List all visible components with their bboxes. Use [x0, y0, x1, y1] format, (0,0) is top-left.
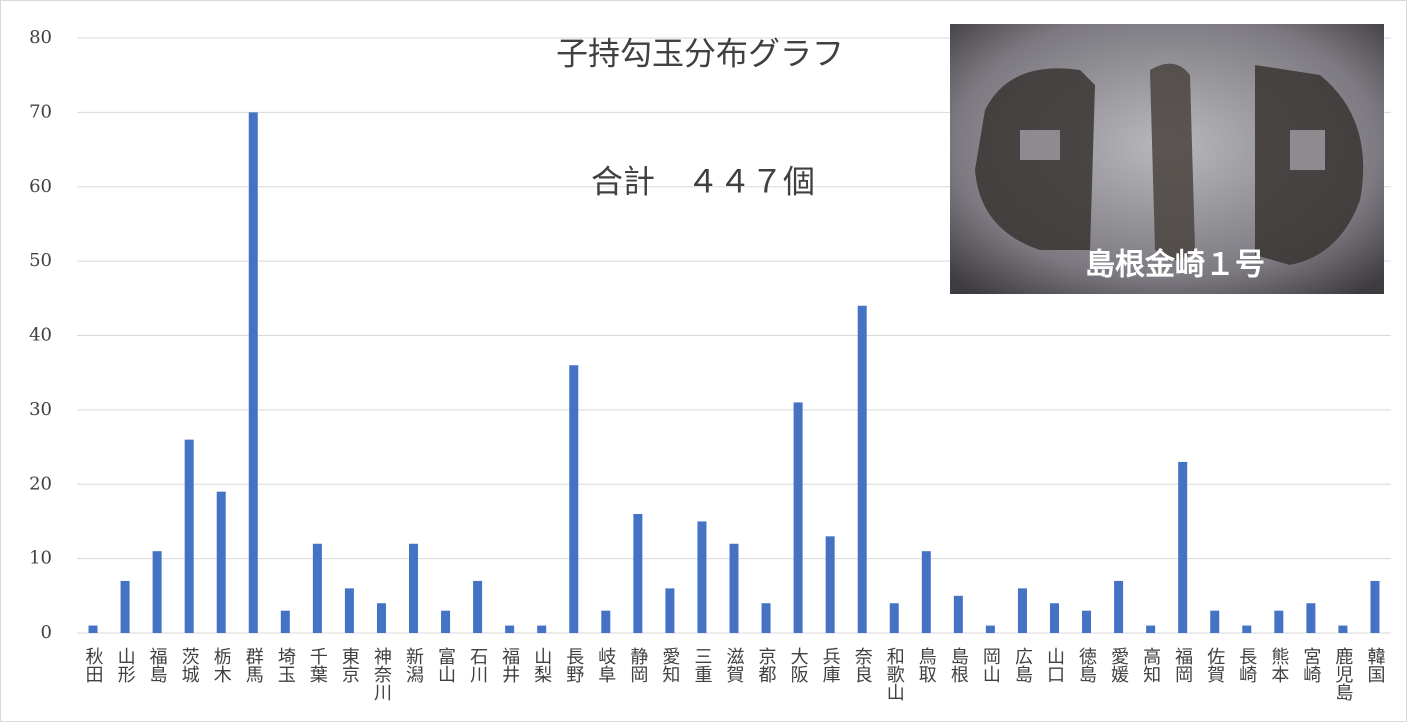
x-tick-label: 新潟	[403, 647, 424, 684]
bar	[1274, 611, 1283, 633]
x-tick-label: 和歌山	[884, 647, 905, 701]
bar	[441, 611, 450, 633]
x-tick-label: 千葉	[307, 647, 328, 683]
x-tick-label: 鳥取	[916, 647, 937, 683]
x-tick-label: 福井	[499, 647, 520, 683]
bar	[569, 365, 578, 633]
bar	[249, 112, 258, 633]
x-tick-label: 福岡	[1172, 647, 1193, 683]
x-tick-label: 富山	[435, 647, 456, 683]
photo-object	[1290, 130, 1325, 170]
bar	[313, 544, 322, 633]
bar	[858, 306, 867, 633]
x-tick-label: 滋賀	[724, 647, 745, 683]
x-tick-label: 長野	[563, 647, 584, 683]
bar	[1082, 611, 1091, 633]
x-tick-label: 岡山	[980, 647, 1001, 683]
bar	[1338, 626, 1347, 633]
y-tick-label: 30	[29, 399, 52, 420]
x-tick-label: 愛媛	[1108, 647, 1129, 683]
bar	[537, 626, 546, 633]
bar	[409, 544, 418, 633]
bar	[473, 581, 482, 633]
x-tick-label: 山口	[1044, 647, 1065, 683]
bar	[1114, 581, 1123, 633]
bar	[954, 596, 963, 633]
x-tick-label: 徳島	[1076, 647, 1097, 684]
y-tick-label: 80	[29, 27, 52, 48]
x-tick-label: 茨城	[179, 647, 200, 683]
y-tick-label: 50	[29, 250, 52, 271]
x-tick-label: 島根	[948, 647, 969, 683]
bar	[1018, 588, 1027, 633]
x-tick-label: 兵庫	[820, 647, 841, 683]
x-tick-label: 広島	[1012, 647, 1033, 684]
photo-object	[1150, 64, 1195, 260]
x-tick-label: 石川	[467, 647, 488, 683]
chart-title: 子持勾玉分布グラフ	[556, 35, 844, 73]
y-tick-label: 10	[29, 548, 52, 569]
bar	[345, 588, 354, 633]
x-tick-label: 群馬	[243, 647, 264, 684]
x-tick-label: 鹿児島	[1332, 647, 1353, 702]
y-tick-label: 0	[41, 622, 52, 643]
bar	[1370, 581, 1379, 633]
x-tick-label: 韓国	[1364, 647, 1385, 683]
bar	[1146, 626, 1155, 633]
bar	[890, 603, 899, 633]
x-tick-label: 東京	[339, 647, 360, 684]
photo-object	[1020, 130, 1060, 160]
bar	[505, 626, 514, 633]
bar	[1178, 462, 1187, 633]
bar	[762, 603, 771, 633]
bar	[665, 588, 674, 633]
bar	[697, 521, 706, 633]
y-tick-label: 70	[29, 101, 52, 122]
x-tick-label: 秋田	[83, 647, 104, 683]
x-tick-label: 高知	[1140, 647, 1161, 683]
bar	[986, 626, 995, 633]
bar	[1242, 626, 1251, 633]
x-tick-label: 三重	[691, 647, 712, 683]
x-tick-label: 宮崎	[1300, 647, 1321, 683]
photo: 島根金崎１号	[950, 24, 1384, 294]
bar	[185, 440, 194, 633]
bar	[1210, 611, 1219, 633]
x-tick-label: 大阪	[788, 647, 809, 683]
x-tick-label: 奈良	[852, 647, 873, 683]
x-tick-label: 熊本	[1268, 647, 1289, 683]
photo-caption: 島根金崎１号	[1085, 248, 1265, 283]
bar	[730, 544, 739, 633]
x-tick-label: 山形	[115, 647, 136, 683]
x-tick-label: 福島	[147, 647, 168, 684]
y-tick-label: 20	[29, 473, 52, 494]
bar	[281, 611, 290, 633]
bar	[922, 551, 931, 633]
bar	[794, 402, 803, 633]
bar	[377, 603, 386, 633]
bar	[1050, 603, 1059, 633]
bar	[601, 611, 610, 633]
bar	[1306, 603, 1315, 633]
bar	[121, 581, 130, 633]
x-tick-label: 栃木	[211, 647, 232, 683]
x-tick-label: 山梨	[531, 647, 552, 683]
x-tick-label: 佐賀	[1204, 647, 1225, 683]
x-tick-label: 静岡	[627, 647, 648, 683]
annotation: 合計 ４４７個	[591, 163, 815, 201]
x-tick-label: 岐阜	[595, 647, 616, 683]
x-tick-label: 神奈川	[371, 647, 392, 701]
bar	[217, 492, 226, 633]
y-tick-label: 60	[29, 176, 52, 197]
bar	[153, 551, 162, 633]
bar	[826, 536, 835, 633]
bar	[633, 514, 642, 633]
chart: 子持勾玉分布グラフ 合計 ４４７個 島根金崎１号 0 10 20 30 40 50 60 70…	[0, 0, 1407, 722]
bar	[89, 626, 98, 633]
x-tick-label: 長崎	[1236, 647, 1257, 683]
x-tick-label: 愛知	[659, 647, 680, 683]
x-tick-label: 京都	[756, 647, 777, 683]
x-tick-label: 埼玉	[275, 647, 296, 683]
y-tick-label: 40	[29, 325, 52, 346]
